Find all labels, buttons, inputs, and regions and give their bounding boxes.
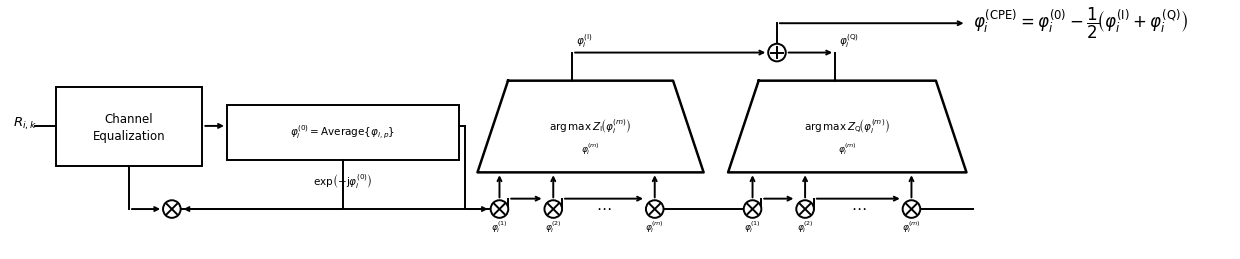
- Circle shape: [768, 44, 786, 61]
- Text: $\exp\!\left(-\mathrm{j}\varphi_i^{(0)}\right)$: $\exp\!\left(-\mathrm{j}\varphi_i^{(0)}\…: [314, 172, 373, 190]
- Text: $\varphi_i^{(1)}$: $\varphi_i^{(1)}$: [491, 219, 508, 235]
- Text: $\varphi_i^{(m)}$: $\varphi_i^{(m)}$: [645, 219, 665, 235]
- Text: $\varphi_i^{(m)}$: $\varphi_i^{(m)}$: [838, 141, 857, 157]
- Text: $\arg\max\,Z_{\mathrm{Q}}\!\left(\varphi_i^{(m)}\right)$: $\arg\max\,Z_{\mathrm{Q}}\!\left(\varphi…: [805, 117, 890, 135]
- Text: $\varphi_i^{(2)}$: $\varphi_i^{(2)}$: [797, 219, 813, 235]
- Text: $\arg\max\,Z_{\mathrm{I}}\!\left(\varphi_i^{(m)}\right)$: $\arg\max\,Z_{\mathrm{I}}\!\left(\varphi…: [549, 117, 631, 135]
- Text: $\cdots$: $\cdots$: [596, 200, 611, 215]
- Text: $R_{i,k}$: $R_{i,k}$: [12, 116, 37, 132]
- Text: $\varphi_i^{(\rm CPE)}=\varphi_i^{(0)}-\dfrac{1}{2}\!\left(\varphi_i^{(\rm I)}+\: $\varphi_i^{(\rm CPE)}=\varphi_i^{(0)}-\…: [972, 6, 1188, 41]
- Text: Channel: Channel: [104, 113, 154, 126]
- Text: Equalization: Equalization: [93, 131, 165, 143]
- Circle shape: [744, 200, 761, 218]
- FancyBboxPatch shape: [227, 105, 459, 160]
- Text: $\varphi_i^{(\rm Q)}$: $\varphi_i^{(\rm Q)}$: [838, 32, 859, 50]
- Text: $\varphi_i^{(1)}$: $\varphi_i^{(1)}$: [744, 219, 761, 235]
- Polygon shape: [477, 81, 703, 172]
- Text: $\varphi_i^{(\rm I)}$: $\varphi_i^{(\rm I)}$: [575, 32, 593, 50]
- Circle shape: [162, 200, 181, 218]
- Text: $\varphi_i^{(2)}$: $\varphi_i^{(2)}$: [544, 219, 562, 235]
- Polygon shape: [728, 81, 966, 172]
- Circle shape: [903, 200, 920, 218]
- Circle shape: [491, 200, 508, 218]
- Text: $\cdots$: $\cdots$: [851, 200, 866, 215]
- Text: $\varphi_i^{(0)}=\mathrm{Average}\left\{\varphi_{i,p}\right\}$: $\varphi_i^{(0)}=\mathrm{Average}\left\{…: [290, 124, 396, 141]
- Circle shape: [796, 200, 813, 218]
- Text: $\varphi_i^{(m)}$: $\varphi_i^{(m)}$: [582, 141, 600, 157]
- Text: $\varphi_i^{(m)}$: $\varphi_i^{(m)}$: [901, 219, 921, 235]
- Circle shape: [646, 200, 663, 218]
- FancyBboxPatch shape: [56, 87, 202, 166]
- Circle shape: [544, 200, 562, 218]
